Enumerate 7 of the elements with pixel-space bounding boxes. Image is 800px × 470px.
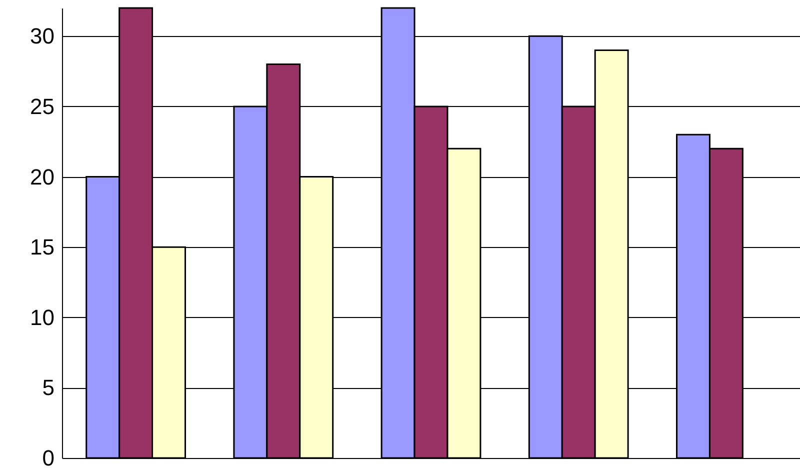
y-tick-label: 20 xyxy=(30,164,54,190)
y-tick-label: 15 xyxy=(30,234,54,260)
y-tick-label: 5 xyxy=(42,375,54,400)
y-tick-label: 25 xyxy=(30,94,54,119)
y-tick-label: 10 xyxy=(30,304,54,330)
y-tick-label: 0 xyxy=(42,446,54,470)
y-tick-label: 30 xyxy=(30,24,54,49)
